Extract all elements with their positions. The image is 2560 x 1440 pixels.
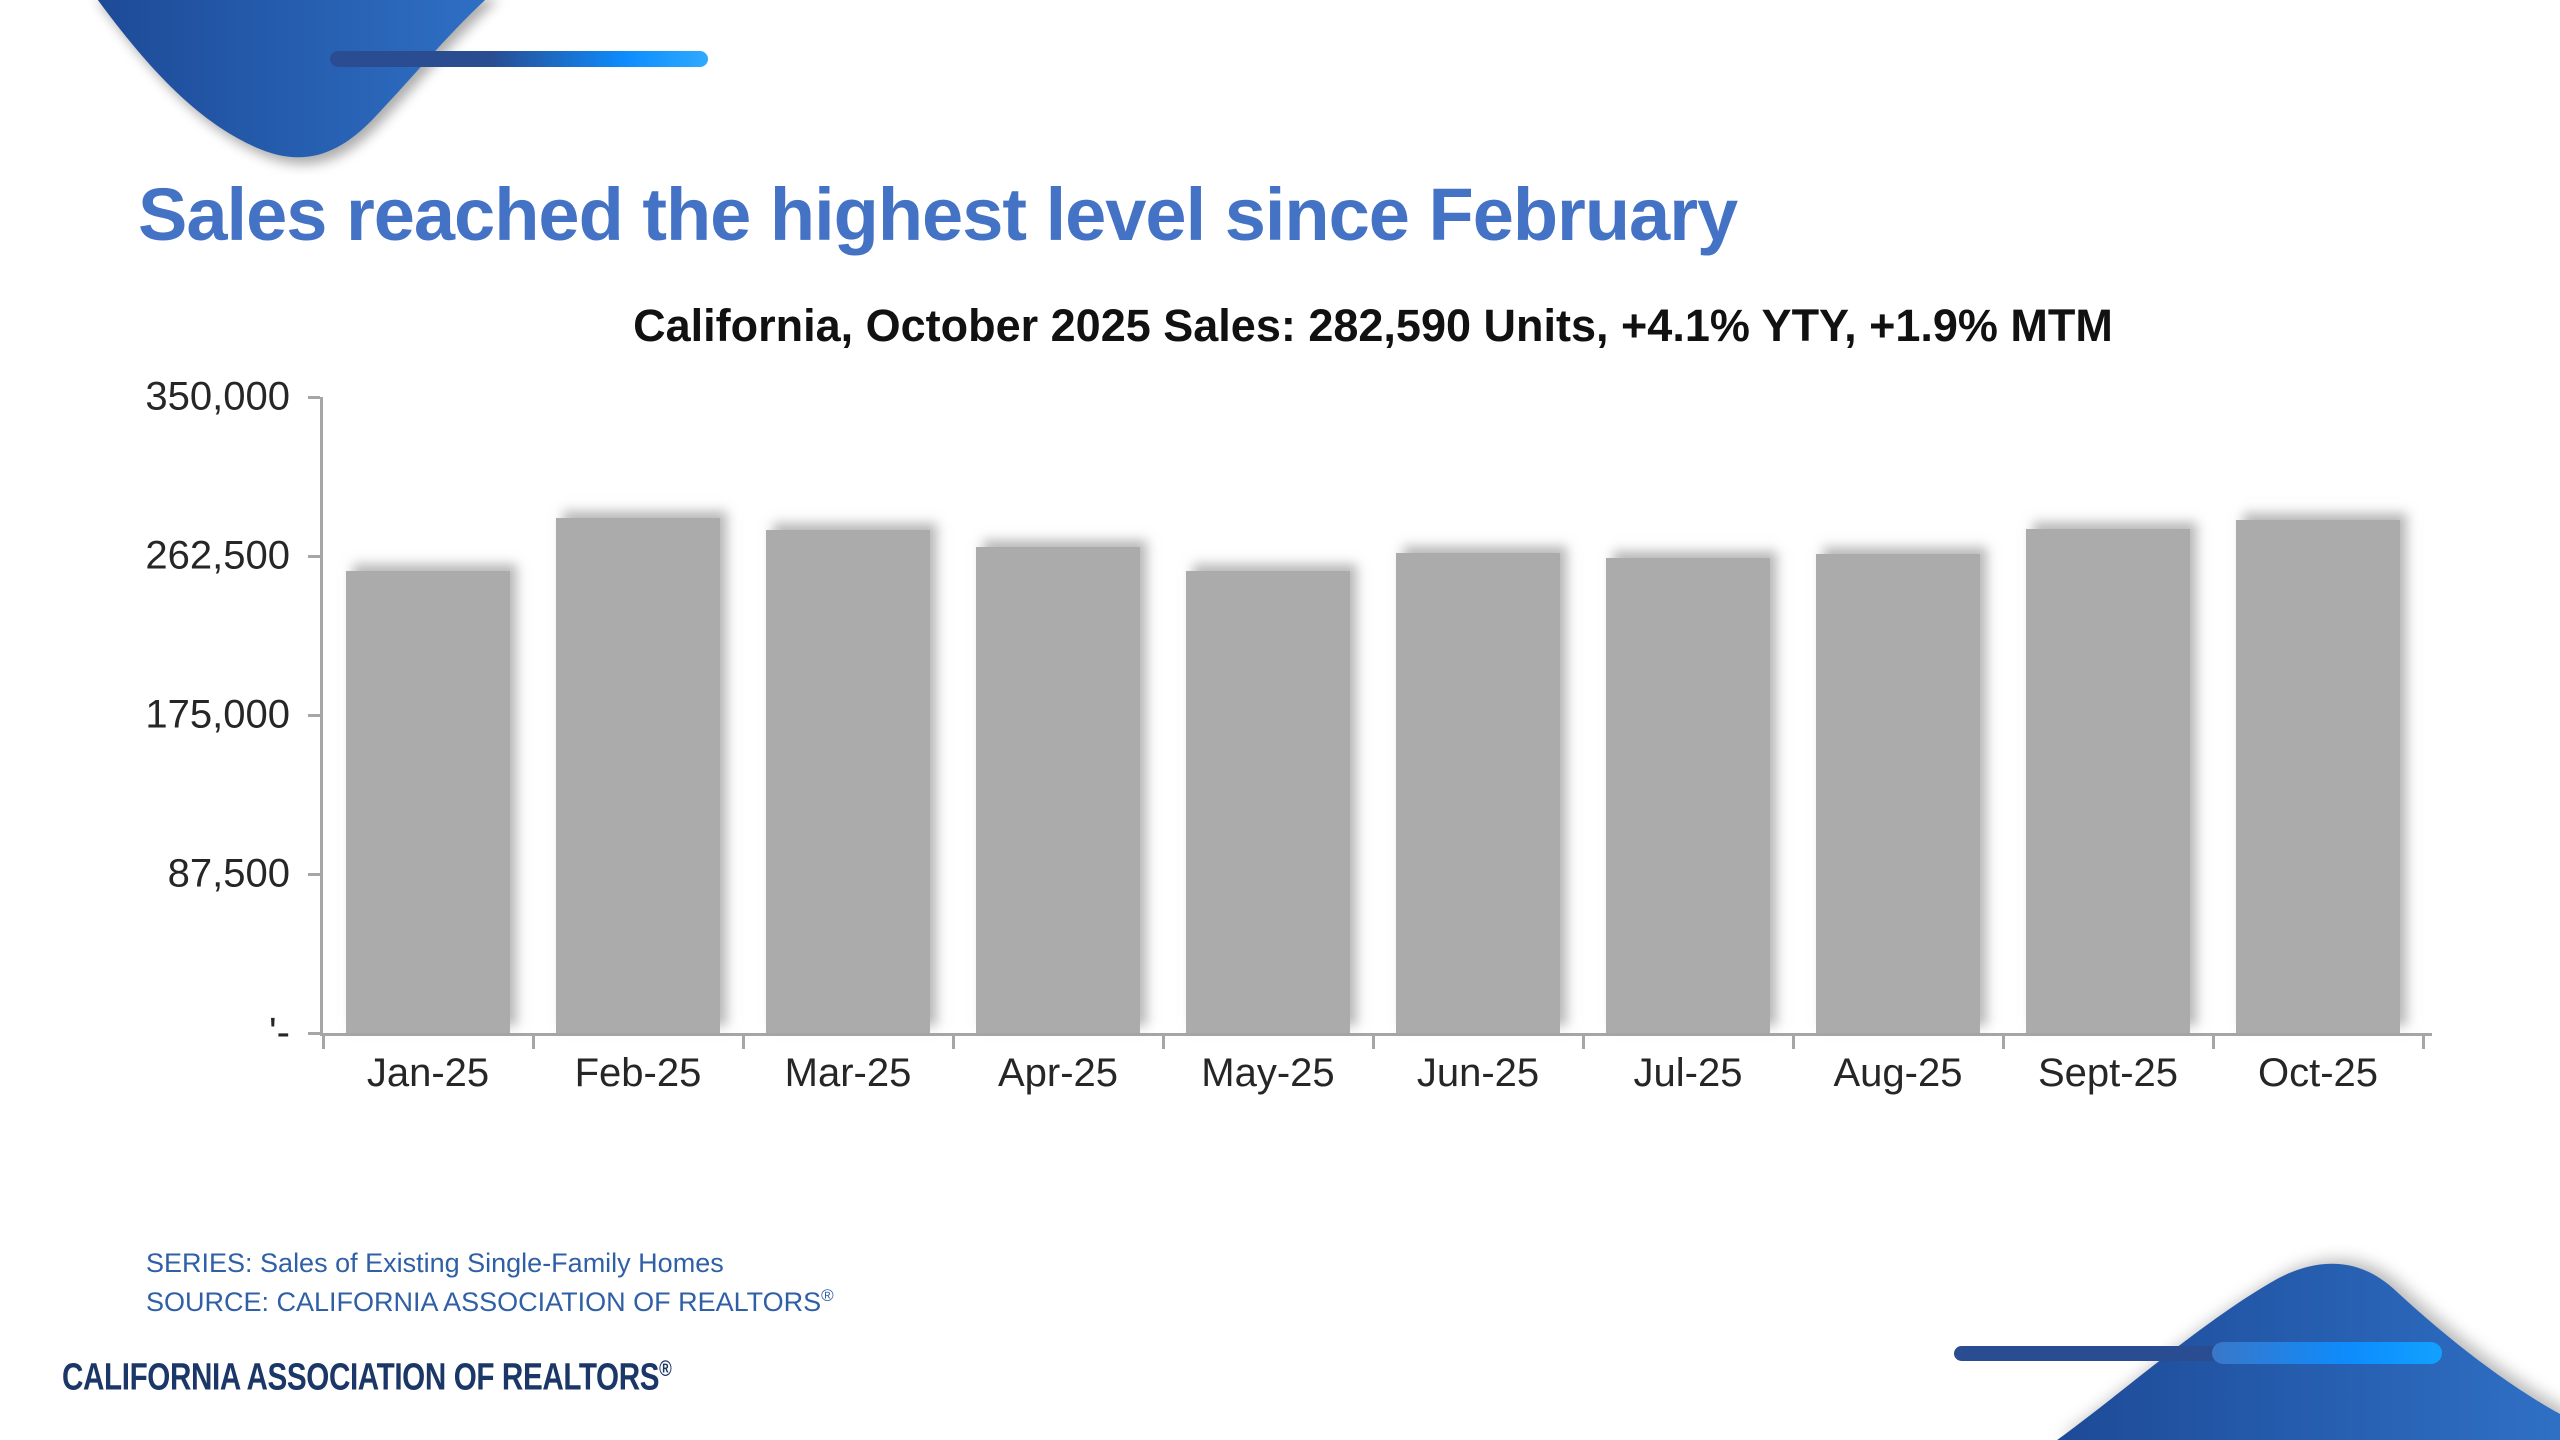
slide-title: Sales reached the highest level since Fe… bbox=[138, 173, 1738, 256]
y-axis-label: '- bbox=[269, 1010, 290, 1055]
x-axis-label-mar-25: Mar-25 bbox=[784, 1051, 912, 1095]
y-axis-tick bbox=[308, 395, 320, 399]
x-axis-label-jun-25: Jun-25 bbox=[1416, 1051, 1540, 1095]
y-axis-tick bbox=[308, 1031, 320, 1035]
bar-jul-25 bbox=[1606, 557, 1770, 1033]
x-axis-label-jan-25: Jan-25 bbox=[366, 1051, 490, 1095]
bar-sept-25 bbox=[2026, 529, 2190, 1033]
y-axis-label: 262,500 bbox=[145, 533, 290, 578]
registered-mark: ® bbox=[821, 1286, 834, 1306]
bar-aug-25 bbox=[1816, 554, 1980, 1033]
bar-jan-25 bbox=[346, 571, 510, 1033]
y-axis-label: 175,000 bbox=[145, 692, 290, 737]
bar-feb-25 bbox=[556, 517, 720, 1033]
bar-apr-25 bbox=[976, 546, 1140, 1033]
top-left-wave-decoration bbox=[97, 0, 708, 158]
sales-bar-chart: 350,000 262,500 175,000 87,500 '- Jan-25 Feb-2… bbox=[145, 375, 2432, 1095]
x-axis-tick bbox=[531, 1036, 535, 1049]
bar-oct-25 bbox=[2236, 519, 2400, 1033]
x-axis-label-aug-25: Aug-25 bbox=[1833, 1051, 1963, 1095]
accent-line-bright bbox=[2212, 1342, 2442, 1364]
x-axis-tick bbox=[1371, 1036, 1375, 1049]
accent-line bbox=[330, 51, 708, 67]
bar-jun-25 bbox=[1396, 553, 1560, 1033]
bar-mar-25 bbox=[766, 529, 930, 1033]
x-axis-tick bbox=[1161, 1036, 1165, 1049]
chart-title: California, October 2025 Sales: 282,590 … bbox=[633, 300, 2113, 351]
x-axis-tick bbox=[741, 1036, 745, 1049]
footer-notes: SERIES: Sales of Existing Single-Family … bbox=[146, 1244, 834, 1322]
y-axis-tick bbox=[308, 872, 320, 876]
y-axis-label: 350,000 bbox=[145, 374, 290, 419]
x-axis-tick bbox=[1581, 1036, 1585, 1049]
y-axis-label: 87,500 bbox=[167, 851, 290, 896]
bar-may-25 bbox=[1186, 571, 1350, 1033]
x-axis-tick bbox=[951, 1036, 955, 1049]
series-note: SERIES: Sales of Existing Single-Family … bbox=[146, 1248, 724, 1278]
x-axis-tick bbox=[2421, 1036, 2425, 1049]
x-axis-tick bbox=[2211, 1036, 2215, 1049]
x-axis-label-feb-25: Feb-25 bbox=[574, 1051, 702, 1095]
x-axis-label-sept-25: Sept-25 bbox=[2037, 1051, 2179, 1095]
y-axis-tick bbox=[308, 713, 320, 717]
hill-shape bbox=[2057, 1263, 2560, 1440]
source-note: SOURCE: CALIFORNIA ASSOCIATION OF REALTO… bbox=[146, 1286, 834, 1318]
x-axis-label-jul-25: Jul-25 bbox=[1633, 1051, 1743, 1095]
logo-registered-mark: ® bbox=[659, 1356, 672, 1381]
accent-line-dark bbox=[1954, 1346, 2354, 1361]
y-axis-tick bbox=[308, 554, 320, 558]
x-axis-line bbox=[320, 1033, 2432, 1036]
x-axis-label-apr-25: Apr-25 bbox=[997, 1051, 1119, 1095]
car-logo: CALIFORNIA ASSOCIATION OF REALTORS® bbox=[62, 1356, 672, 1399]
x-axis-tick bbox=[2001, 1036, 2005, 1049]
x-axis-label-oct-25: Oct-25 bbox=[2257, 1051, 2379, 1095]
y-axis-line bbox=[320, 397, 323, 1033]
x-axis-label-may-25: May-25 bbox=[1201, 1051, 1335, 1095]
x-axis-tick bbox=[321, 1036, 325, 1049]
bottom-right-wave-decoration bbox=[1954, 1263, 2560, 1440]
wave-shape bbox=[97, 0, 486, 158]
x-axis-tick bbox=[1791, 1036, 1795, 1049]
